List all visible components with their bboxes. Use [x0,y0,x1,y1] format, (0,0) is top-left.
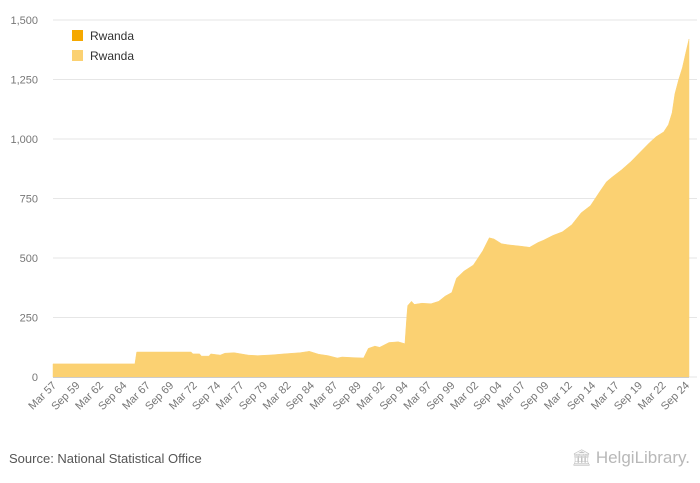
brand-name: HelgiLibrary. [595,448,690,467]
legend: Rwanda Rwanda [72,29,134,63]
y-tick-label: 500 [20,253,38,265]
legend-label-2: Rwanda [90,49,134,63]
helgi-library-logo: 🏛 HelgiLibrary. [572,448,690,468]
y-tick-label: 250 [20,313,38,325]
legend-label-1: Rwanda [90,29,134,43]
y-tick-label: 1,000 [10,134,38,146]
y-tick-label: 0 [32,372,38,384]
grid-lines [53,19,697,378]
source-note: Source: National Statistical Office [9,451,202,466]
y-tick-label: 1,250 [10,75,38,87]
area-series-rwanda [52,38,690,378]
y-tick-label: 1,500 [10,15,38,27]
area-series [52,38,690,378]
legend-swatch-light [72,50,83,61]
legend-swatch-dark [72,30,83,41]
y-tick-label: 750 [20,194,38,206]
library-building-icon: 🏛 [571,450,592,467]
